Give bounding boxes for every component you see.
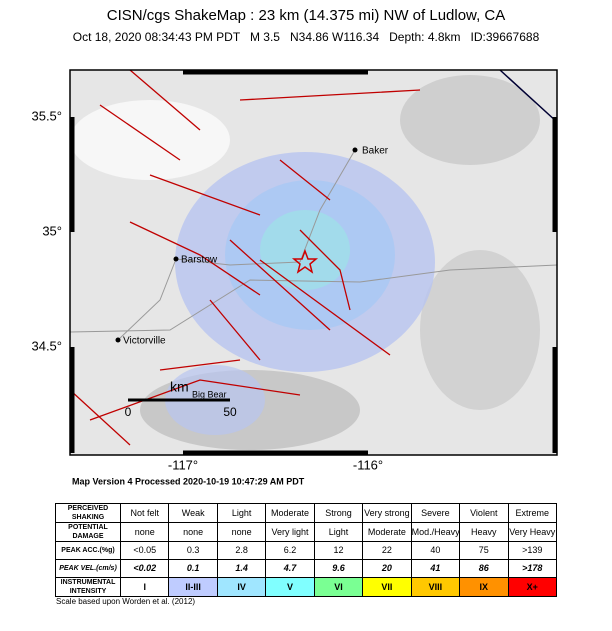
table-cell: 2.8 (216, 541, 267, 560)
table-cell: IX (459, 577, 509, 597)
map (69, 69, 558, 456)
intensity-table: PERCEIVED SHAKING Not felt Weak Light Modera… (55, 503, 557, 597)
table-cell: 41 (410, 559, 461, 578)
lon-label: -117° (168, 457, 198, 472)
footer: Scale based upon Worden et al. (2012) (56, 597, 195, 606)
table-cell: Very Heavy (507, 522, 557, 542)
table-row: PEAK VEL.(cm/s) <0.02 0.1 1.4 4.7 9.6 20 41 86 >1… (55, 559, 557, 578)
table-cell: 20 (362, 559, 412, 578)
subtitle: Oct 18, 2020 08:34:43 PM PDT M 3.5 N34.8… (73, 30, 540, 44)
table-cell: Strong (313, 503, 364, 523)
table-cell: Light (216, 503, 267, 523)
table-cell: II-III (168, 577, 218, 597)
table-cell: Heavy (459, 522, 509, 542)
place-label: Barstow (181, 255, 218, 266)
table-cell: none (119, 522, 170, 542)
map-version: Map Version 4 Processed 2020-10-19 10:47… (72, 476, 305, 486)
table-row: PEAK ACC.(%g) <0.05 0.3 2.8 6.2 12 22 40 75 >139 (55, 541, 557, 560)
table-cell: 0.3 (168, 541, 218, 560)
table-row: POTENTIAL DAMAGE none none none Very light Li… (55, 522, 557, 542)
table-cell: Severe (410, 503, 461, 523)
table-cell: none (216, 522, 267, 542)
table-cell: VI (313, 577, 364, 597)
table-cell: Mod./Heavy (410, 522, 461, 542)
table-cell: 6.2 (265, 541, 315, 560)
lat-label: 35° (42, 223, 62, 238)
place-label: Big Bear (192, 389, 227, 399)
table-cell: 0.1 (168, 559, 218, 578)
table-cell: Weak (168, 503, 218, 523)
table-row: INSTRUMENTAL INTENSITY I II-III IV V VI VII VII… (55, 577, 557, 597)
scale-start: 0 (125, 405, 132, 419)
table-cell: <0.02 (119, 559, 170, 578)
table-cell: 40 (410, 541, 461, 560)
table-cell: Violent (459, 503, 509, 523)
row-header: POTENTIAL DAMAGE (55, 522, 121, 542)
table-cell: Moderate (362, 522, 412, 542)
table-cell: X+ (507, 577, 557, 597)
table-cell: 75 (459, 541, 509, 560)
table-cell: none (168, 522, 218, 542)
table-cell: VII (362, 577, 412, 597)
scale-end: 50 (223, 405, 237, 419)
table-cell: IV (216, 577, 267, 597)
table-cell: 22 (362, 541, 412, 560)
place-label: Baker (362, 146, 389, 157)
scale-unit: km (170, 379, 189, 395)
table-cell: >139 (507, 541, 557, 560)
table-cell: Moderate (265, 503, 315, 523)
table-cell: VIII (410, 577, 461, 597)
row-header: INSTRUMENTAL INTENSITY (55, 577, 121, 597)
table-cell: I (119, 577, 170, 597)
table-cell: Light (313, 522, 364, 542)
table-cell: Extreme (507, 503, 557, 523)
row-header: PEAK VEL.(cm/s) (55, 559, 121, 578)
place-label: Victorville (123, 336, 166, 347)
table-cell: V (265, 577, 315, 597)
table-cell: 1.4 (216, 559, 267, 578)
row-header: PEAK ACC.(%g) (55, 541, 121, 560)
table-cell: 4.7 (265, 559, 315, 578)
title: CISN/cgs ShakeMap : 23 km (14.375 mi) NW… (107, 7, 506, 24)
row-header: PERCEIVED SHAKING (55, 503, 121, 523)
table-cell: <0.05 (119, 541, 170, 560)
lon-label: -116° (353, 457, 383, 472)
lat-label: 34.5° (31, 338, 62, 353)
lat-label: 35.5° (31, 108, 62, 123)
table-cell: 9.6 (313, 559, 364, 578)
table-cell: Very light (265, 522, 315, 542)
table-cell: Very strong (362, 503, 412, 523)
table-row: PERCEIVED SHAKING Not felt Weak Light Modera… (55, 503, 557, 523)
table-cell: 12 (313, 541, 364, 560)
table-cell: >178 (507, 559, 557, 578)
table-cell: Not felt (119, 503, 170, 523)
table-cell: 86 (459, 559, 509, 578)
